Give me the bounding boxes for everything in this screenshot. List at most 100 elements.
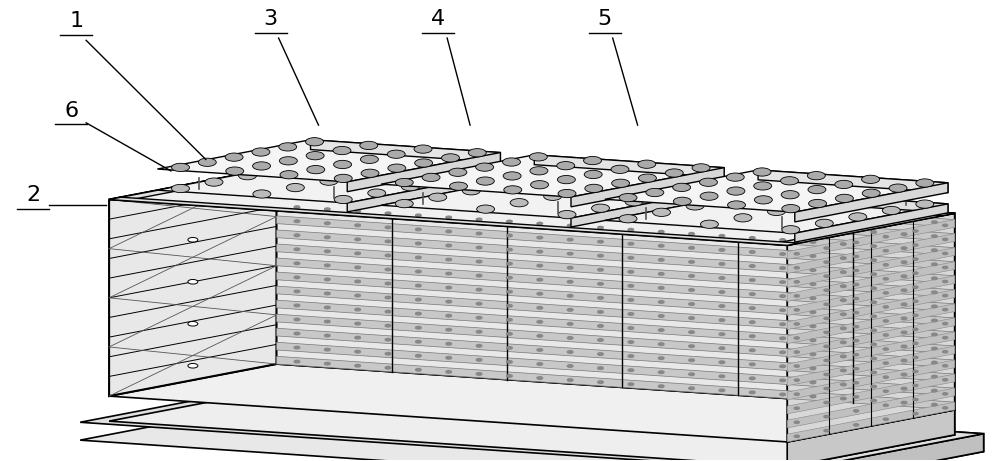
Circle shape <box>334 174 352 183</box>
Circle shape <box>871 357 876 360</box>
Circle shape <box>854 367 859 370</box>
Circle shape <box>584 156 602 165</box>
Circle shape <box>854 312 859 314</box>
Polygon shape <box>311 161 500 183</box>
Circle shape <box>507 206 512 209</box>
Circle shape <box>468 148 486 157</box>
Circle shape <box>780 323 785 325</box>
Circle shape <box>658 385 664 388</box>
Circle shape <box>598 339 603 341</box>
Circle shape <box>781 190 799 199</box>
Circle shape <box>932 390 937 392</box>
Circle shape <box>810 353 816 355</box>
Circle shape <box>598 367 603 369</box>
Circle shape <box>355 280 360 283</box>
Circle shape <box>913 258 918 260</box>
Circle shape <box>780 239 785 241</box>
Circle shape <box>280 171 298 179</box>
Circle shape <box>882 207 900 215</box>
Circle shape <box>883 376 888 378</box>
Circle shape <box>807 171 825 180</box>
Circle shape <box>932 319 937 322</box>
Circle shape <box>355 322 360 325</box>
Circle shape <box>355 294 360 297</box>
Circle shape <box>835 194 853 202</box>
Circle shape <box>719 305 725 307</box>
Circle shape <box>503 158 520 166</box>
Circle shape <box>901 359 907 362</box>
Circle shape <box>446 328 452 331</box>
Circle shape <box>689 387 694 390</box>
Circle shape <box>810 255 816 257</box>
Circle shape <box>598 213 603 215</box>
Circle shape <box>385 240 391 242</box>
Circle shape <box>883 264 888 266</box>
Circle shape <box>689 359 694 361</box>
Circle shape <box>854 325 859 328</box>
Circle shape <box>932 305 937 307</box>
Circle shape <box>841 299 846 301</box>
Circle shape <box>810 227 816 229</box>
Circle shape <box>943 224 948 226</box>
Circle shape <box>598 254 603 257</box>
Circle shape <box>567 238 573 241</box>
Circle shape <box>416 368 421 371</box>
Circle shape <box>841 271 846 273</box>
Circle shape <box>749 321 755 324</box>
Circle shape <box>628 229 634 231</box>
Circle shape <box>361 169 379 177</box>
Circle shape <box>325 208 330 211</box>
Circle shape <box>507 248 512 251</box>
Circle shape <box>476 344 482 347</box>
Circle shape <box>435 176 453 184</box>
Circle shape <box>476 316 482 319</box>
Polygon shape <box>109 167 277 396</box>
Circle shape <box>753 189 771 197</box>
Circle shape <box>628 369 634 372</box>
Circle shape <box>689 373 694 376</box>
Circle shape <box>689 247 694 249</box>
Circle shape <box>353 171 371 179</box>
Circle shape <box>401 183 419 191</box>
Circle shape <box>628 271 634 273</box>
Circle shape <box>252 148 270 156</box>
Circle shape <box>567 210 573 213</box>
Circle shape <box>808 185 826 194</box>
Polygon shape <box>109 167 294 201</box>
Circle shape <box>567 225 573 227</box>
Circle shape <box>355 196 360 199</box>
Circle shape <box>916 179 934 187</box>
Circle shape <box>658 230 664 233</box>
Circle shape <box>871 217 876 219</box>
Circle shape <box>476 302 482 305</box>
Circle shape <box>325 362 330 365</box>
Circle shape <box>577 186 595 194</box>
Circle shape <box>749 223 755 225</box>
Circle shape <box>689 275 694 277</box>
Polygon shape <box>272 385 984 452</box>
Circle shape <box>871 245 876 248</box>
Circle shape <box>719 389 725 391</box>
Polygon shape <box>157 140 500 182</box>
Circle shape <box>719 319 725 321</box>
Polygon shape <box>787 410 955 461</box>
Circle shape <box>567 308 573 311</box>
Circle shape <box>334 195 352 204</box>
Circle shape <box>537 265 543 267</box>
Circle shape <box>780 337 785 340</box>
Polygon shape <box>787 262 955 301</box>
Circle shape <box>883 292 888 294</box>
Circle shape <box>749 293 755 296</box>
Circle shape <box>294 361 300 363</box>
Circle shape <box>598 241 603 243</box>
Circle shape <box>854 424 859 426</box>
Circle shape <box>537 236 543 239</box>
Polygon shape <box>381 155 724 197</box>
Circle shape <box>385 212 391 214</box>
Circle shape <box>749 377 755 379</box>
Circle shape <box>476 190 482 193</box>
Circle shape <box>239 171 256 180</box>
Circle shape <box>749 251 755 253</box>
Circle shape <box>824 345 829 348</box>
Circle shape <box>628 214 634 217</box>
